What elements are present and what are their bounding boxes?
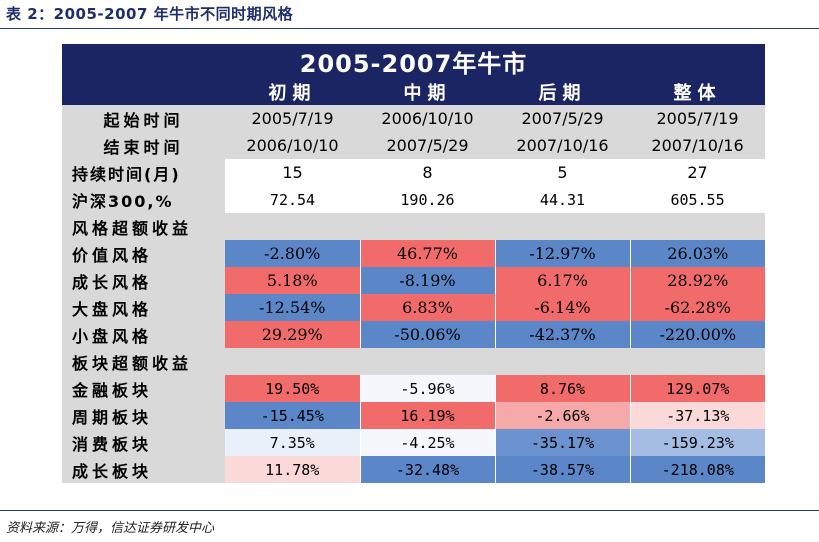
value-cell: -2.80%	[225, 240, 360, 267]
value-cell: 46.77%	[359, 240, 495, 267]
value-cell: -4.25%	[359, 429, 495, 456]
value-cell: -5.96%	[359, 375, 495, 402]
value-cell: -220.00%	[629, 321, 766, 348]
value-cell: 8.76%	[494, 375, 630, 402]
value-cell: -35.17%	[494, 429, 630, 456]
value-cell: 6.17%	[494, 267, 630, 294]
duration-cell: 8	[360, 159, 495, 186]
start-cell: 2007/5/29	[495, 105, 630, 132]
row-label: 大盘风格	[62, 294, 225, 321]
duration-cell: 27	[630, 159, 766, 186]
start-cell: 2005/7/19	[630, 105, 766, 132]
row-label: 周期板块	[62, 402, 225, 429]
value-cell: -32.48%	[359, 456, 495, 483]
end-row: 结束时间 2006/10/10 2007/5/29 2007/10/16 200…	[62, 132, 766, 159]
header-middle: 中期	[360, 79, 495, 105]
start-label: 起始时间	[62, 105, 225, 132]
value-cell: -8.19%	[359, 267, 495, 294]
table-row: 成长板块 11.78% -32.48% -38.57% -218.08%	[62, 456, 766, 483]
bull-market-table: 2005-2007年牛市 初期 中期 后期 整体 起始时间 2005/7/19 …	[62, 44, 766, 488]
value-cell: 16.19%	[359, 402, 495, 429]
row-label: 成长风格	[62, 267, 225, 294]
row-label: 消费板块	[62, 429, 225, 456]
style-section-label: 风格超额收益	[62, 213, 766, 240]
top-rule	[0, 28, 819, 29]
value-cell: 6.83%	[359, 294, 495, 321]
value-cell: -37.13%	[629, 402, 766, 429]
index-label: 沪深300,%	[62, 186, 225, 213]
table-row: 周期板块 -15.45% 16.19% -2.66% -37.13%	[62, 402, 766, 429]
value-cell: -218.08%	[629, 456, 766, 483]
end-label: 结束时间	[62, 132, 225, 159]
value-cell: -2.66%	[494, 402, 630, 429]
value-cell: -38.57%	[494, 456, 630, 483]
table-caption: 表 2：2005-2007 年牛市不同时期风格	[6, 5, 294, 23]
header-row: 初期 中期 后期 整体	[62, 79, 766, 105]
row-label: 价值风格	[62, 240, 225, 267]
value-cell: 7.35%	[225, 429, 360, 456]
end-cell: 2007/10/16	[630, 132, 766, 159]
index-cell: 44.31	[495, 186, 630, 213]
sector-section-label: 板块超额收益	[62, 348, 766, 375]
value-cell: 129.07%	[629, 375, 766, 402]
end-cell: 2007/10/16	[495, 132, 630, 159]
start-row: 起始时间 2005/7/19 2006/10/10 2007/5/29 2005…	[62, 105, 766, 132]
start-cell: 2005/7/19	[225, 105, 360, 132]
value-cell: 5.18%	[225, 267, 360, 294]
value-cell: 26.03%	[629, 240, 766, 267]
value-cell: -62.28%	[629, 294, 766, 321]
end-cell: 2007/5/29	[360, 132, 495, 159]
table-row: 小盘风格 29.29% -50.06% -42.37% -220.00%	[62, 321, 766, 348]
value-cell: 29.29%	[225, 321, 360, 348]
index-cell: 190.26	[360, 186, 495, 213]
value-cell: -15.45%	[225, 402, 360, 429]
table-row: 大盘风格 -12.54% 6.83% -6.14% -62.28%	[62, 294, 766, 321]
header-blank	[62, 79, 225, 105]
row-label: 金融板块	[62, 375, 225, 402]
header-early: 初期	[225, 79, 360, 105]
source-note: 资料来源：万得，信达证券研发中心	[6, 521, 215, 536]
bottom-rule	[0, 510, 819, 511]
index-cell: 72.54	[225, 186, 360, 213]
duration-row: 持续时间(月) 15 8 5 27	[62, 159, 766, 186]
value-cell: -42.37%	[494, 321, 630, 348]
value-cell: 11.78%	[225, 456, 360, 483]
value-cell: -50.06%	[359, 321, 495, 348]
sector-section-row: 板块超额收益	[62, 348, 766, 375]
header-overall: 整体	[630, 79, 766, 105]
value-cell: 19.50%	[225, 375, 360, 402]
style-section-row: 风格超额收益	[62, 213, 766, 240]
value-cell: -159.23%	[629, 429, 766, 456]
table-row: 成长风格 5.18% -8.19% 6.17% 28.92%	[62, 267, 766, 294]
end-cell: 2006/10/10	[225, 132, 360, 159]
duration-label: 持续时间(月)	[62, 159, 225, 186]
value-cell: -12.54%	[225, 294, 360, 321]
table-title: 2005-2007年牛市	[62, 44, 766, 79]
index-row: 沪深300,% 72.54 190.26 44.31 605.55	[62, 186, 766, 213]
value-cell: -12.97%	[494, 240, 630, 267]
value-cell: 28.92%	[629, 267, 766, 294]
table-row: 价值风格 -2.80% 46.77% -12.97% 26.03%	[62, 240, 766, 267]
duration-cell: 5	[495, 159, 630, 186]
row-label: 小盘风格	[62, 321, 225, 348]
table-title-row: 2005-2007年牛市	[62, 44, 766, 79]
value-cell: -6.14%	[494, 294, 630, 321]
index-cell: 605.55	[630, 186, 766, 213]
table-row: 金融板块 19.50% -5.96% 8.76% 129.07%	[62, 375, 766, 402]
start-cell: 2006/10/10	[360, 105, 495, 132]
header-late: 后期	[495, 79, 630, 105]
table-row: 消费板块 7.35% -4.25% -35.17% -159.23%	[62, 429, 766, 456]
row-label: 成长板块	[62, 456, 225, 483]
duration-cell: 15	[225, 159, 360, 186]
